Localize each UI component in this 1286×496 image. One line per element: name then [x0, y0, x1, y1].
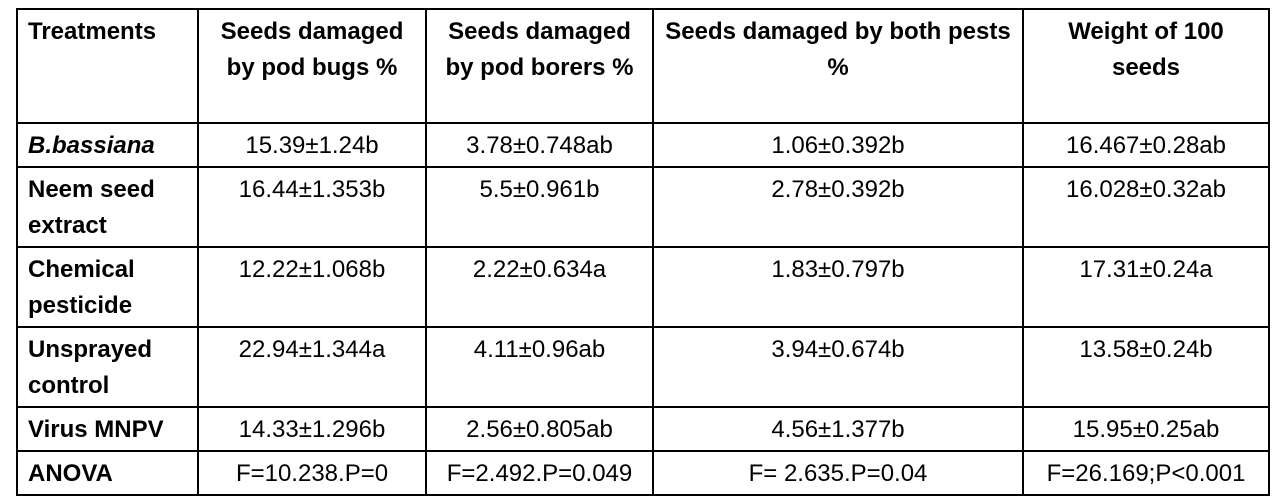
treatment-name: Chemical pesticide — [16, 246, 199, 328]
weight-value: 16.467±0.28ab — [1022, 122, 1270, 168]
treatment-name: ANOVA — [16, 450, 199, 496]
header-seeds-damaged-both-pests: Seeds damaged by both pests % — [652, 8, 1024, 124]
treatment-name: Neem seed extract — [16, 166, 199, 248]
both-pests-value: F= 2.635.P=0.04 — [652, 450, 1024, 496]
pod-borers-value: 2.22±0.634a — [425, 246, 654, 328]
table-row: Unsprayed control 22.94±1.344a 4.11±0.96… — [16, 326, 1270, 408]
pod-bugs-value: 22.94±1.344a — [197, 326, 427, 408]
treatment-name: Unsprayed control — [16, 326, 199, 408]
treatment-name: B.bassiana — [16, 122, 199, 168]
header-seeds-damaged-pod-borers: Seeds damaged by pod borers % — [425, 8, 654, 124]
table-row: Neem seed extract 16.44±1.353b 5.5±0.961… — [16, 166, 1270, 248]
weight-value: 13.58±0.24b — [1022, 326, 1270, 408]
pod-bugs-value: 15.39±1.24b — [197, 122, 427, 168]
pod-bugs-value: 14.33±1.296b — [197, 406, 427, 452]
both-pests-value: 4.56±1.377b — [652, 406, 1024, 452]
header-weight-100-seeds: Weight of 100 seeds — [1022, 8, 1270, 124]
table-row: Chemical pesticide 12.22±1.068b 2.22±0.6… — [16, 246, 1270, 328]
weight-value: F=26.169;P<0.001 — [1022, 450, 1270, 496]
weight-value: 16.028±0.32ab — [1022, 166, 1270, 248]
both-pests-value: 2.78±0.392b — [652, 166, 1024, 248]
header-row: Treatments Seeds damaged by pod bugs % S… — [16, 8, 1270, 124]
results-table: Treatments Seeds damaged by pod bugs % S… — [16, 8, 1270, 496]
pod-borers-value: 2.56±0.805ab — [425, 406, 654, 452]
table-row: B.bassiana 15.39±1.24b 3.78±0.748ab 1.06… — [16, 122, 1270, 168]
header-seeds-damaged-pod-bugs: Seeds damaged by pod bugs % — [197, 8, 427, 124]
both-pests-value: 3.94±0.674b — [652, 326, 1024, 408]
pod-borers-value: 3.78±0.748ab — [425, 122, 654, 168]
both-pests-value: 1.06±0.392b — [652, 122, 1024, 168]
weight-value: 17.31±0.24a — [1022, 246, 1270, 328]
weight-value: 15.95±0.25ab — [1022, 406, 1270, 452]
pod-borers-value: 4.11±0.96ab — [425, 326, 654, 408]
pod-bugs-value: 12.22±1.068b — [197, 246, 427, 328]
pod-bugs-value: F=10.238.P=0 — [197, 450, 427, 496]
table-row-anova: ANOVA F=10.238.P=0 F=2.492.P=0.049 F= 2.… — [16, 450, 1270, 496]
header-treatments: Treatments — [16, 8, 199, 124]
both-pests-value: 1.83±0.797b — [652, 246, 1024, 328]
table-row: Virus MNPV 14.33±1.296b 2.56±0.805ab 4.5… — [16, 406, 1270, 452]
pod-borers-value: F=2.492.P=0.049 — [425, 450, 654, 496]
pod-bugs-value: 16.44±1.353b — [197, 166, 427, 248]
pod-borers-value: 5.5±0.961b — [425, 166, 654, 248]
treatment-name: Virus MNPV — [16, 406, 199, 452]
